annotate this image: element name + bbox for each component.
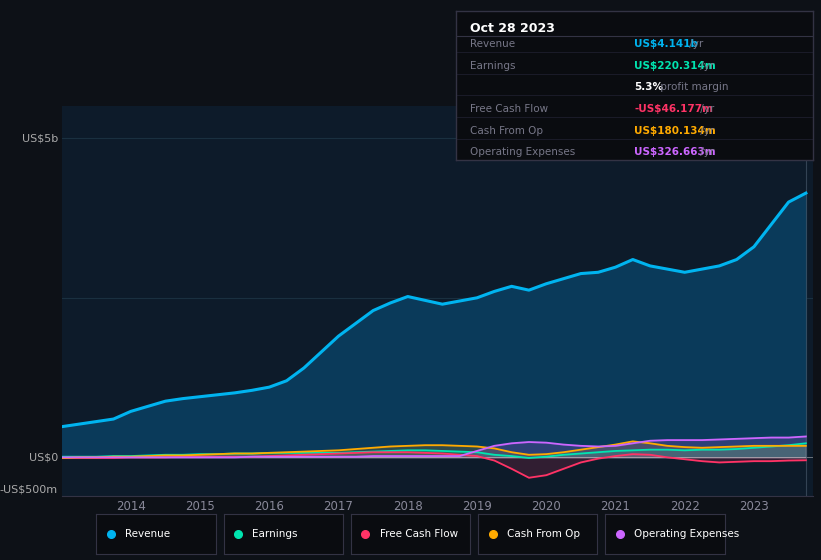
Text: Operating Expenses: Operating Expenses — [470, 147, 576, 157]
Text: Operating Expenses: Operating Expenses — [634, 529, 739, 539]
Text: -US$500m: -US$500m — [0, 484, 57, 494]
Text: Free Cash Flow: Free Cash Flow — [470, 104, 548, 114]
Text: Revenue: Revenue — [125, 529, 170, 539]
Text: Oct 28 2023: Oct 28 2023 — [470, 22, 555, 35]
Text: US$180.134m: US$180.134m — [635, 125, 716, 136]
Text: US$220.314m: US$220.314m — [635, 60, 716, 71]
Text: -US$46.177m: -US$46.177m — [635, 104, 713, 114]
Text: /yr: /yr — [697, 104, 714, 114]
Text: 5.3%: 5.3% — [635, 82, 663, 92]
Text: US$4.141b: US$4.141b — [635, 39, 698, 49]
Text: Earnings: Earnings — [470, 60, 516, 71]
Text: US$5b: US$5b — [21, 133, 57, 143]
Text: Free Cash Flow: Free Cash Flow — [379, 529, 457, 539]
Text: /yr: /yr — [697, 147, 714, 157]
Text: US$0: US$0 — [29, 452, 57, 463]
Text: /yr: /yr — [697, 60, 714, 71]
Text: profit margin: profit margin — [657, 82, 728, 92]
Text: Revenue: Revenue — [470, 39, 515, 49]
Text: US$326.663m: US$326.663m — [635, 147, 716, 157]
Text: /yr: /yr — [697, 125, 714, 136]
Text: Earnings: Earnings — [252, 529, 298, 539]
Text: /yr: /yr — [686, 39, 703, 49]
Text: Cash From Op: Cash From Op — [507, 529, 580, 539]
Text: Cash From Op: Cash From Op — [470, 125, 543, 136]
